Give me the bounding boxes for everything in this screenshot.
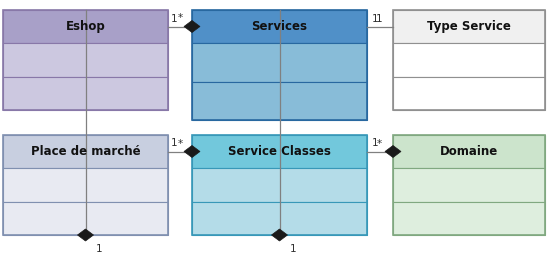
Text: Place de marché: Place de marché [31, 145, 141, 158]
Bar [393, 43, 545, 76]
Bar [3, 10, 168, 110]
Bar [393, 135, 545, 235]
Polygon shape [184, 21, 200, 33]
Text: 1: 1 [171, 14, 177, 23]
Bar [3, 135, 168, 235]
Polygon shape [385, 145, 401, 157]
Text: *: * [177, 139, 182, 149]
Text: 1: 1 [95, 244, 102, 254]
Text: Eshop: Eshop [66, 20, 105, 33]
Bar [393, 76, 545, 110]
Polygon shape [184, 145, 200, 157]
Bar [192, 168, 367, 201]
Bar [393, 10, 545, 110]
Polygon shape [78, 229, 94, 241]
Bar [3, 10, 168, 43]
Bar [3, 43, 168, 76]
Text: 1: 1 [372, 139, 379, 149]
Bar [3, 201, 168, 235]
Bar [393, 168, 545, 201]
Bar [192, 81, 367, 120]
Text: Domaine: Domaine [440, 145, 498, 158]
Polygon shape [272, 229, 288, 241]
Bar [3, 135, 168, 168]
Text: Type Service: Type Service [427, 20, 511, 33]
Text: Services: Services [251, 20, 307, 33]
Text: 1: 1 [289, 244, 296, 254]
Bar [393, 201, 545, 235]
Bar [3, 76, 168, 110]
Bar [192, 10, 367, 43]
Bar [393, 10, 545, 43]
Bar [192, 10, 367, 120]
Bar [393, 135, 545, 168]
Text: 1: 1 [376, 14, 382, 23]
Text: *: * [177, 14, 182, 23]
Bar [192, 135, 367, 168]
Text: 1: 1 [372, 14, 379, 23]
Text: Service Classes: Service Classes [228, 145, 331, 158]
Bar [3, 168, 168, 201]
Bar [192, 43, 367, 81]
Text: 1: 1 [171, 139, 177, 149]
Text: *: * [376, 139, 381, 149]
Text: *: * [95, 0, 101, 1]
Bar [192, 135, 367, 235]
Bar [192, 201, 367, 235]
Text: *: * [289, 0, 295, 1]
